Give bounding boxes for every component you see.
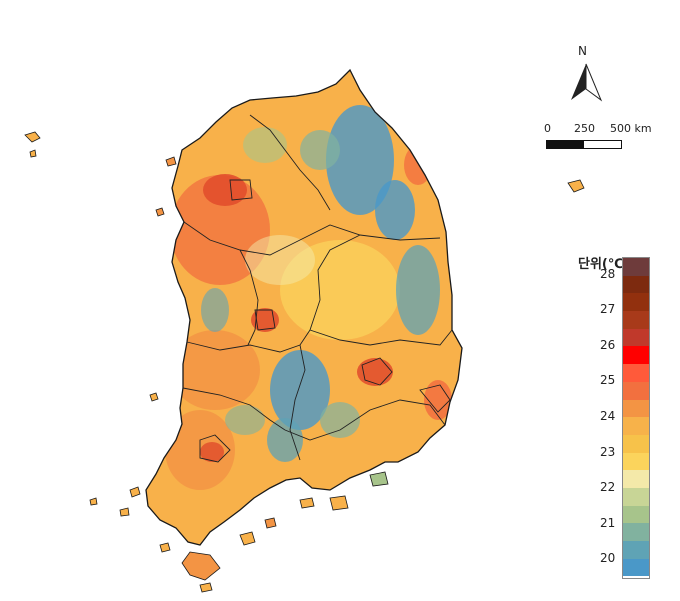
legend-tick-label: 21 xyxy=(600,515,616,530)
legend-swatch xyxy=(623,417,649,435)
islands xyxy=(24,131,585,593)
temperature-field xyxy=(146,70,462,545)
scale-label-0: 0 xyxy=(544,122,551,135)
legend-swatch xyxy=(623,541,649,559)
legend-tick-label: 28 xyxy=(600,266,616,281)
legend-swatch xyxy=(623,293,649,312)
legend-swatch xyxy=(623,523,649,541)
legend-tick-label: 22 xyxy=(600,480,616,495)
scale-bar-graphic xyxy=(546,140,622,149)
legend-swatch xyxy=(623,258,649,276)
scale-label-250: 250 xyxy=(574,122,595,135)
scale-label-500: 500 km xyxy=(610,122,652,135)
legend-tick-label: 23 xyxy=(600,444,616,459)
legend-swatch xyxy=(623,381,649,400)
legend-title: 단위(℃) xyxy=(578,257,630,272)
legend-swatch xyxy=(623,275,649,294)
legend-swatch xyxy=(623,364,649,382)
legend-swatch xyxy=(623,505,649,524)
legend-tick-label: 25 xyxy=(600,373,616,388)
legend-tick-label: 20 xyxy=(600,551,616,566)
legend-swatch xyxy=(623,399,649,418)
legend-swatch xyxy=(623,311,649,329)
legend-color-bar xyxy=(622,257,650,579)
legend-swatch xyxy=(623,434,649,453)
north-arrow-icon xyxy=(571,63,603,102)
legend-swatch xyxy=(623,558,649,577)
coastline xyxy=(145,68,463,546)
legend-swatch xyxy=(623,328,649,347)
legend-tick-label: 27 xyxy=(600,302,616,317)
legend-swatch xyxy=(623,346,649,365)
province-boundaries xyxy=(182,114,453,463)
legend-swatch xyxy=(623,470,649,488)
scale-bar: 0 250 500 km xyxy=(540,122,652,152)
north-label: N xyxy=(578,44,587,58)
legend-swatch xyxy=(623,452,649,471)
legend-tick-label: 26 xyxy=(600,337,616,352)
legend-swatch xyxy=(623,487,649,506)
legend-tick-label: 24 xyxy=(600,409,616,423)
